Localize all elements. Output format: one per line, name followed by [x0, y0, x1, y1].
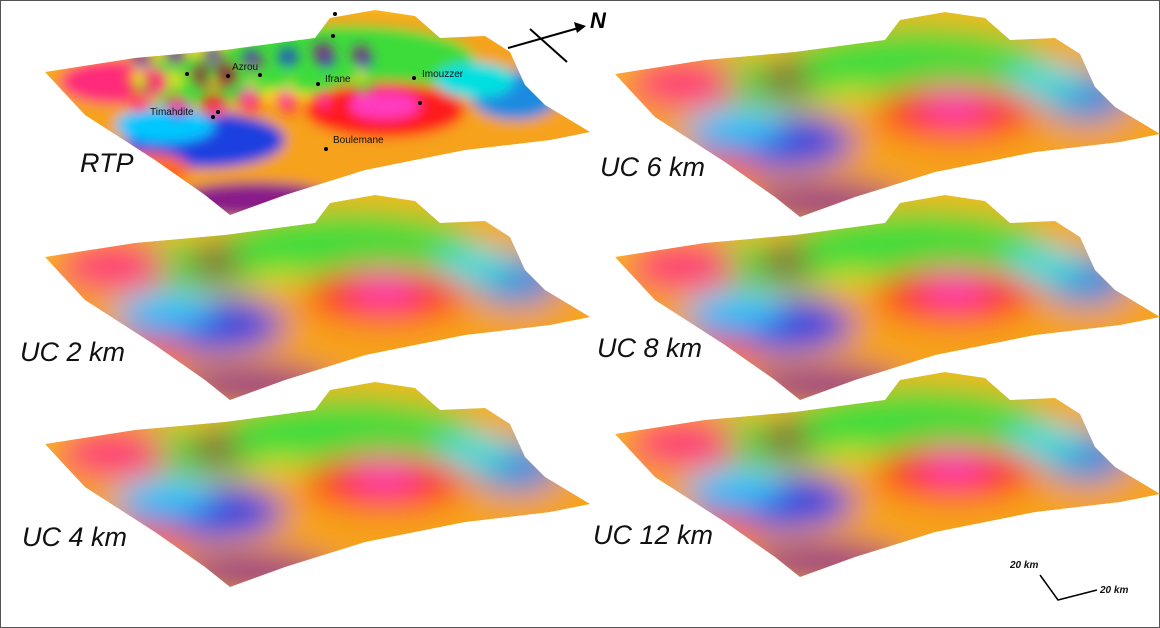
- surface-map: [45, 10, 590, 215]
- place-label: Imouzzer: [422, 69, 464, 80]
- place-label: Boulemane: [333, 135, 384, 146]
- panel-label: UC 8 km: [597, 333, 702, 363]
- scale-horizontal: 20 km: [1099, 585, 1128, 596]
- panel-label: RTP: [80, 148, 134, 178]
- place-label: Ifrane: [325, 74, 351, 85]
- place-dot: [185, 72, 189, 76]
- compass: N: [507, 8, 607, 63]
- scale-bar: 20 km 20 km: [1009, 560, 1128, 601]
- place-dot: [331, 34, 335, 38]
- place-dot: [258, 73, 262, 77]
- place-dot: [316, 82, 320, 86]
- panel-label: UC 12 km: [593, 520, 713, 550]
- place-dot: [216, 110, 220, 114]
- place-label: Timahdite: [150, 107, 194, 118]
- place-dot: [418, 101, 422, 105]
- place-dot: [324, 147, 328, 151]
- north-label: N: [590, 8, 607, 33]
- scale-vertical: 20 km: [1009, 560, 1038, 571]
- panel-label: UC 4 km: [22, 522, 127, 552]
- panel-label: UC 2 km: [20, 337, 125, 367]
- panel-label: UC 6 km: [600, 152, 705, 182]
- place-dot: [412, 76, 416, 80]
- place-dot: [333, 12, 337, 16]
- place-label: Azrou: [232, 62, 258, 73]
- place-dot: [226, 74, 230, 78]
- place-dot: [211, 115, 215, 119]
